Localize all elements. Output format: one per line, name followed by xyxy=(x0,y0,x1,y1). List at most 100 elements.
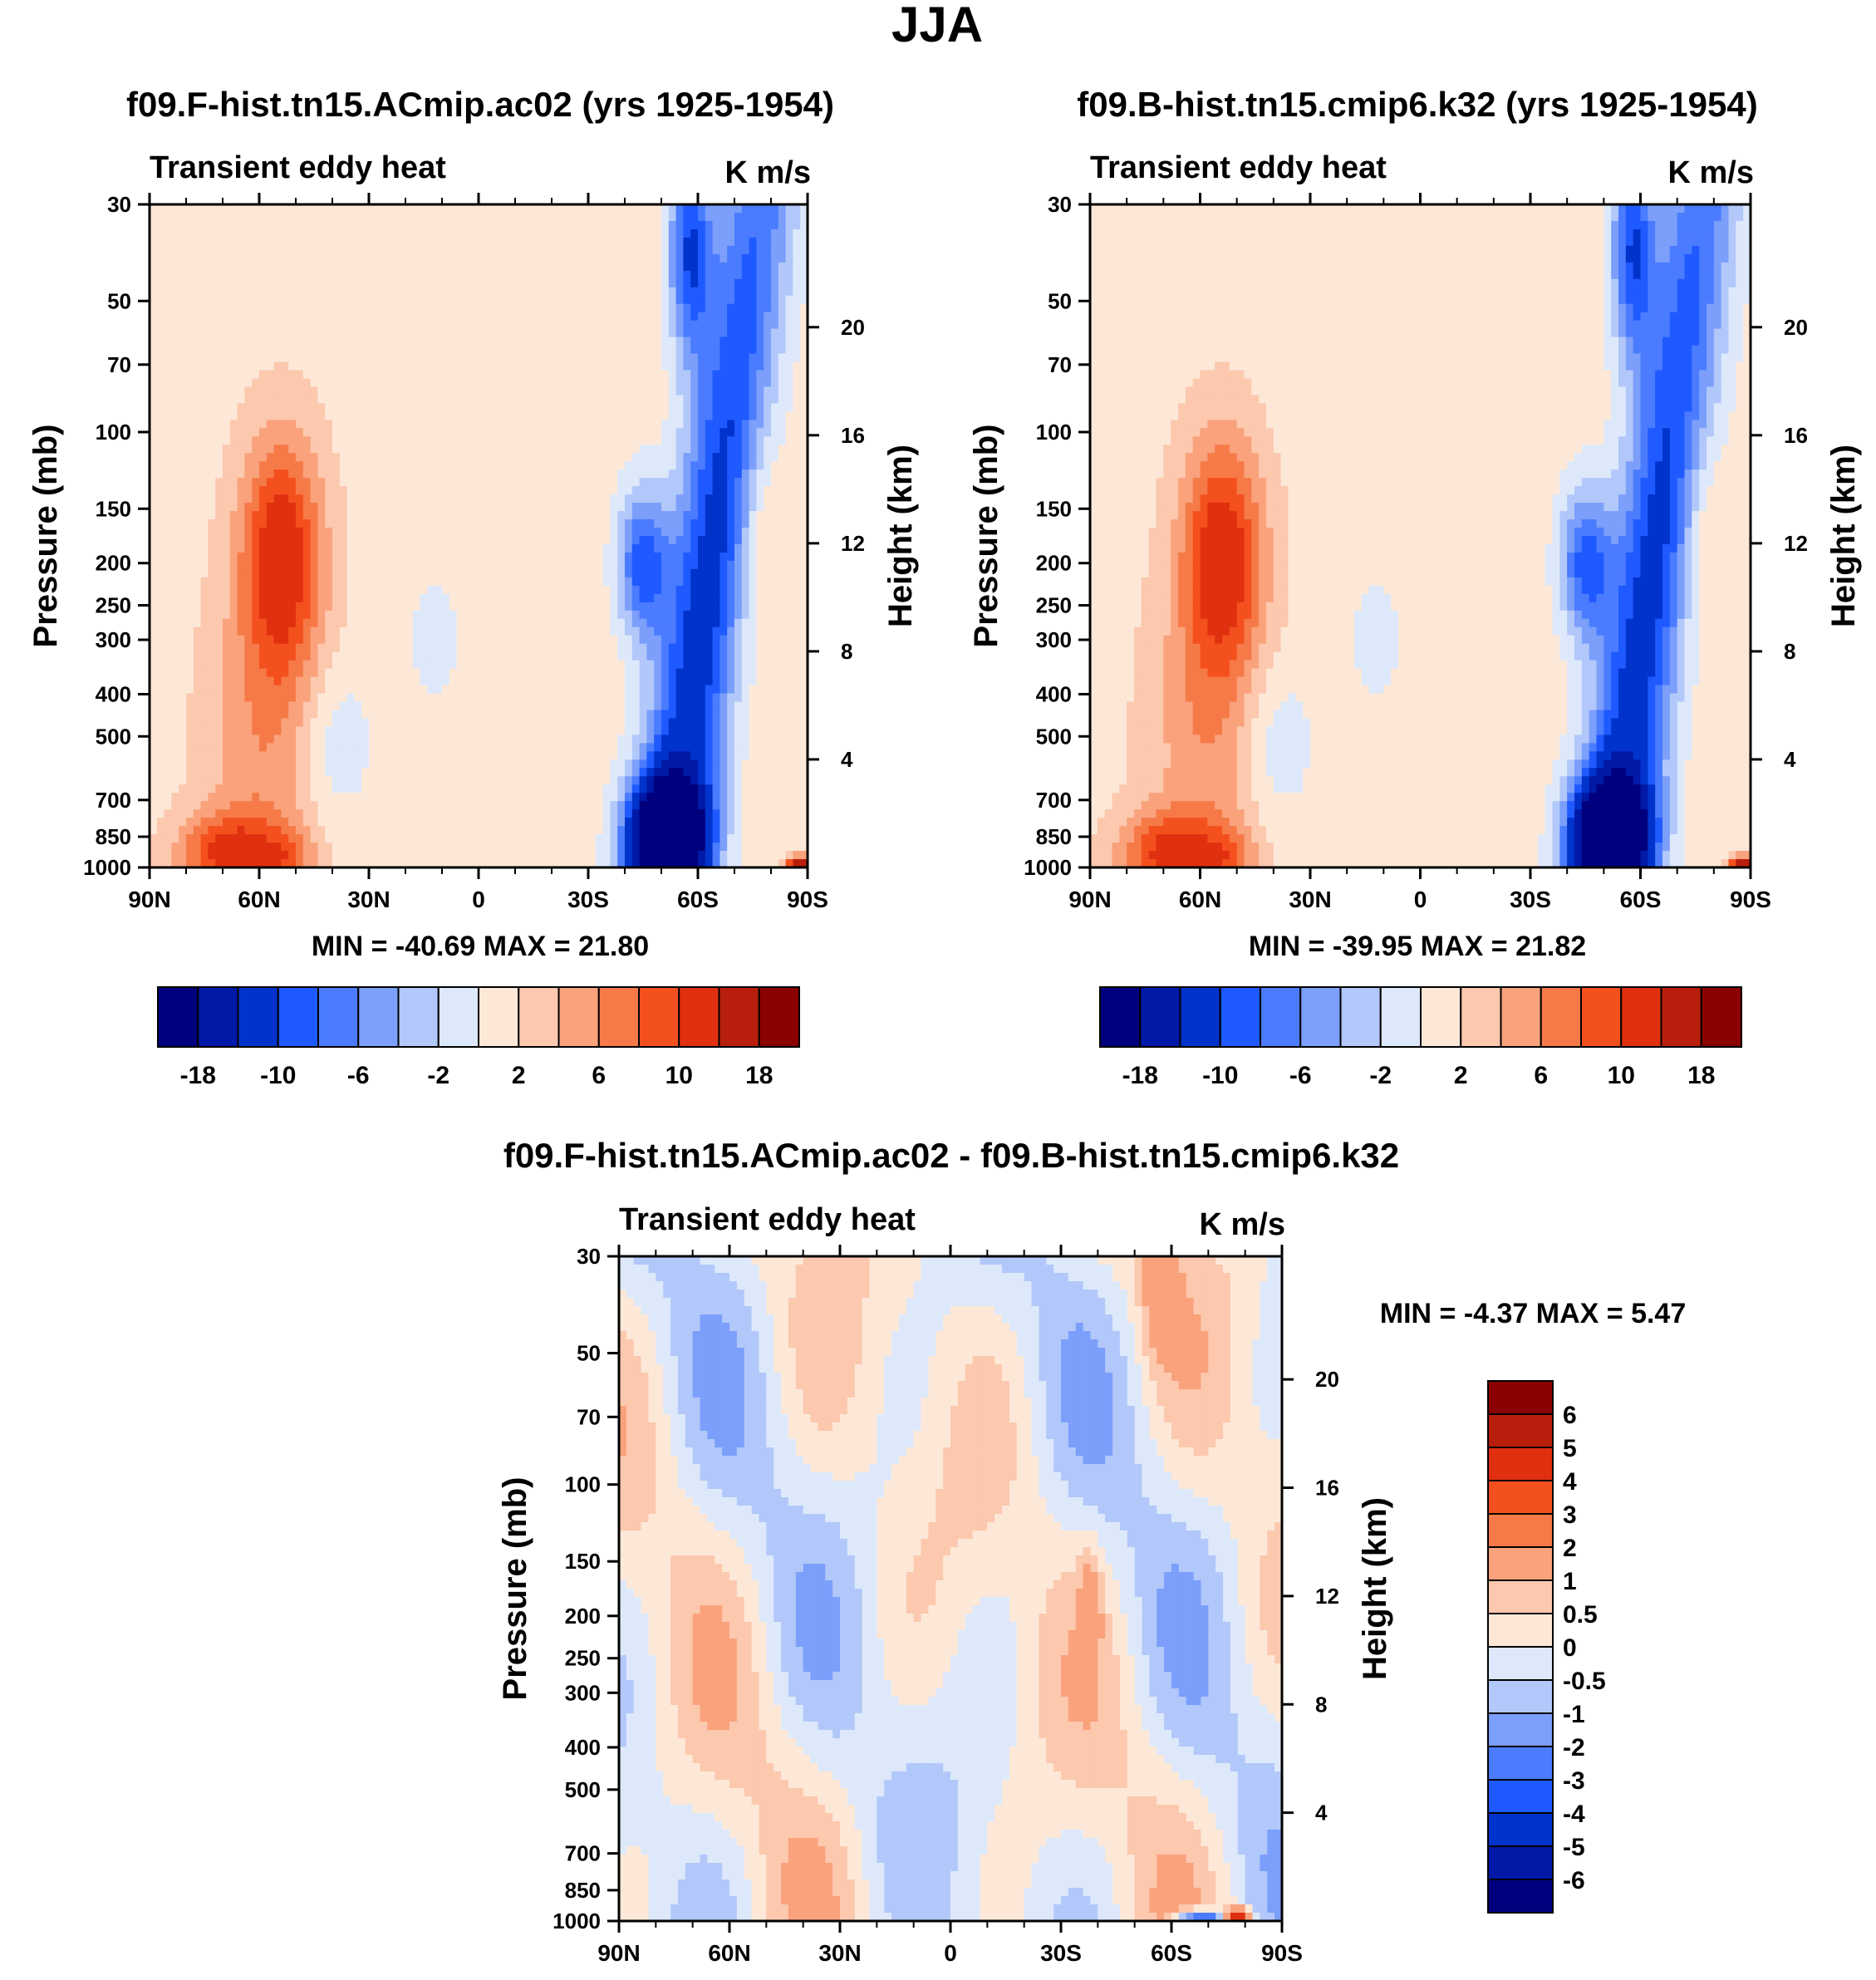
field-cell xyxy=(442,253,450,263)
field-cell xyxy=(302,486,312,495)
field-cell xyxy=(515,204,523,214)
field-cell xyxy=(156,784,165,793)
field-cell xyxy=(515,237,523,247)
field-cell xyxy=(361,552,370,562)
field-cell xyxy=(266,651,275,661)
field-cell xyxy=(164,262,172,272)
field-cell xyxy=(515,353,523,363)
field-cell xyxy=(552,494,560,504)
field-cell xyxy=(281,793,289,802)
field-cell xyxy=(595,428,604,437)
field-cell xyxy=(383,420,391,429)
field-cell xyxy=(302,453,312,462)
field-cell xyxy=(427,503,435,512)
field-cell xyxy=(442,370,450,380)
field-cell xyxy=(302,403,312,412)
field-cell xyxy=(369,278,377,288)
field-cell xyxy=(581,270,589,280)
field-cell xyxy=(302,776,312,785)
field-cell xyxy=(244,834,253,843)
field-cell xyxy=(485,237,494,247)
field-cell xyxy=(573,668,582,678)
field-cell xyxy=(435,494,443,504)
field-cell xyxy=(259,445,268,454)
field-cell xyxy=(573,262,582,272)
field-cell xyxy=(310,403,318,412)
field-cell xyxy=(179,801,187,810)
field-cell xyxy=(558,618,567,628)
field-cell xyxy=(558,643,567,653)
field-cell xyxy=(171,693,179,703)
field-cell xyxy=(208,726,216,735)
field-cell xyxy=(156,278,165,288)
field-cell xyxy=(164,552,172,562)
field-cell xyxy=(566,759,574,769)
field-cell xyxy=(515,759,523,769)
field-cell xyxy=(456,660,464,670)
field-cell xyxy=(164,519,172,528)
field-cell xyxy=(398,303,406,313)
field-cell xyxy=(150,461,158,470)
field-cell xyxy=(208,826,216,835)
field-cell xyxy=(325,826,333,835)
field-cell xyxy=(544,245,552,255)
field-cell xyxy=(479,710,487,720)
field-cell xyxy=(552,851,560,860)
field-cell xyxy=(464,361,472,371)
field-cell xyxy=(354,610,362,620)
field-cell xyxy=(493,668,501,678)
field-cell xyxy=(164,245,172,255)
field-cell xyxy=(296,345,304,355)
field-cell xyxy=(376,618,385,628)
field-cell xyxy=(537,859,545,868)
field-cell xyxy=(522,511,531,520)
field-cell xyxy=(435,768,443,777)
field-cell xyxy=(208,445,216,454)
field-cell xyxy=(252,610,260,620)
field-cell xyxy=(171,735,179,744)
field-cell xyxy=(339,685,348,695)
field-cell xyxy=(398,610,406,620)
field-cell xyxy=(288,626,297,636)
field-cell xyxy=(479,411,487,420)
field-cell xyxy=(493,295,501,305)
field-cell xyxy=(186,793,194,802)
field-cell xyxy=(369,403,377,412)
field-cell xyxy=(479,784,487,793)
field-cell xyxy=(500,859,508,868)
field-cell xyxy=(471,461,479,470)
field-cell xyxy=(456,668,464,678)
field-cell xyxy=(544,668,552,678)
field-cell xyxy=(595,220,604,230)
field-cell xyxy=(302,428,312,437)
field-cell xyxy=(558,801,567,810)
field-cell xyxy=(456,718,464,728)
field-cell xyxy=(354,536,362,545)
field-cell xyxy=(171,519,179,528)
field-cell xyxy=(150,411,158,420)
field-cell xyxy=(296,212,304,222)
field-cell xyxy=(427,668,435,678)
field-cell xyxy=(259,478,268,487)
field-cell xyxy=(310,428,318,437)
field-cell xyxy=(471,685,479,695)
field-cell xyxy=(171,843,179,852)
field-cell xyxy=(354,428,362,437)
field-cell xyxy=(354,776,362,785)
field-cell xyxy=(412,212,421,222)
field-cell xyxy=(456,328,464,338)
field-cell xyxy=(471,610,479,620)
field-cell xyxy=(193,494,202,504)
field-cell xyxy=(317,370,326,380)
field-cell xyxy=(427,204,435,214)
field-cell xyxy=(479,843,487,852)
field-cell xyxy=(588,212,597,222)
field-cell xyxy=(369,809,377,818)
field-cell xyxy=(208,386,216,396)
field-cell xyxy=(435,726,443,735)
field-cell xyxy=(229,602,238,612)
field-cell xyxy=(288,503,297,512)
field-cell xyxy=(164,228,172,238)
field-cell xyxy=(317,543,326,553)
field-cell xyxy=(515,577,523,587)
